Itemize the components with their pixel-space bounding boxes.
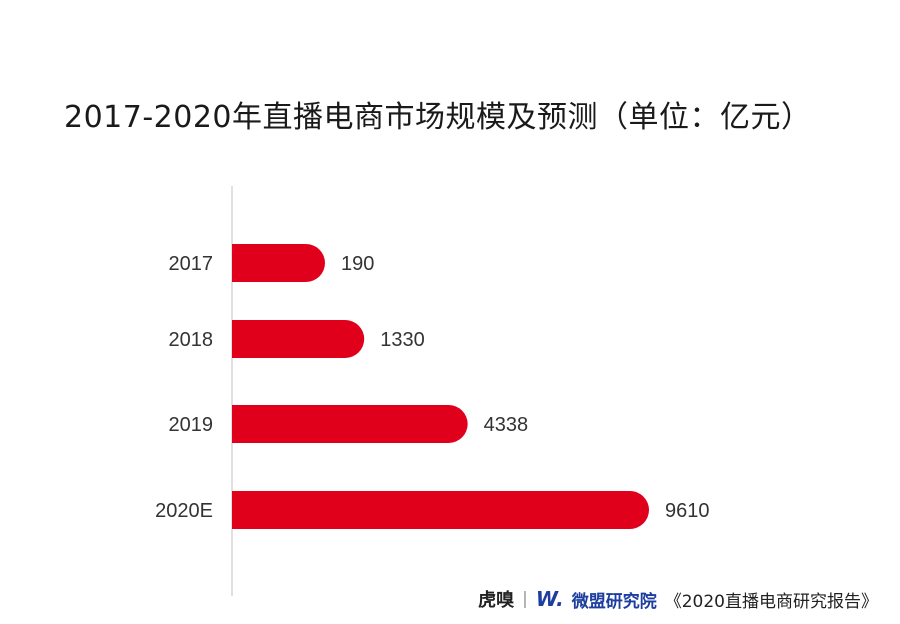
weimeng-institute: 微盟研究院: [571, 591, 657, 612]
source-footer: 虎嗅 | W. 微盟研究院 《2020直播电商研究报告》: [478, 586, 878, 612]
value-label: 4338: [484, 414, 528, 436]
report-name: 《2020直播电商研究报告》: [664, 591, 878, 612]
bar-2020E: [232, 491, 649, 529]
bar-2019: [232, 405, 468, 443]
weimeng-logo-icon: W.: [535, 587, 564, 611]
huxiu-logo: 虎嗅: [478, 590, 515, 611]
bar-2017: [232, 244, 325, 282]
footer-separator: |: [522, 589, 528, 609]
bar-2018: [232, 320, 365, 358]
value-label: 1330: [380, 329, 425, 351]
value-label: 9610: [665, 500, 710, 522]
chart-title: 2017-2020年直播电商市场规模及预测（单位：亿元）: [64, 100, 812, 135]
category-label: 2019: [169, 414, 214, 436]
value-label: 190: [341, 253, 374, 275]
category-label: 2020E: [155, 500, 213, 522]
category-label: 2017: [169, 253, 214, 275]
category-label: 2018: [169, 329, 214, 351]
